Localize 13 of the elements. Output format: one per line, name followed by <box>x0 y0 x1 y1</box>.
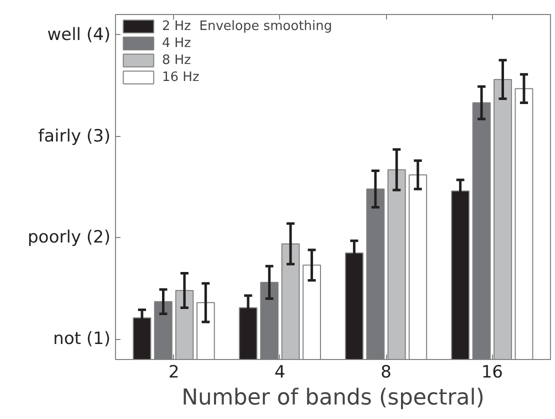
x-tick-label: 16 <box>481 362 503 382</box>
x-tick-label: 4 <box>274 362 286 382</box>
legend-label: 8 Hz <box>162 52 192 68</box>
y-tick-label: well (4) <box>47 24 111 45</box>
legend-label: 4 Hz <box>162 36 192 50</box>
y-tick-label: fairly (3) <box>38 126 111 146</box>
y-tick-label: not (1) <box>53 329 111 350</box>
legend-label: 2 Hz Envelope smoothing <box>162 18 332 34</box>
x-axis-title: Number of bands (spectral) <box>182 386 484 410</box>
legend-label: 16 Hz <box>162 70 200 84</box>
y-tick-label: poorly (2) <box>28 228 111 248</box>
x-tick-label: 8 <box>380 362 392 382</box>
x-tick-label: 2 <box>168 362 180 382</box>
